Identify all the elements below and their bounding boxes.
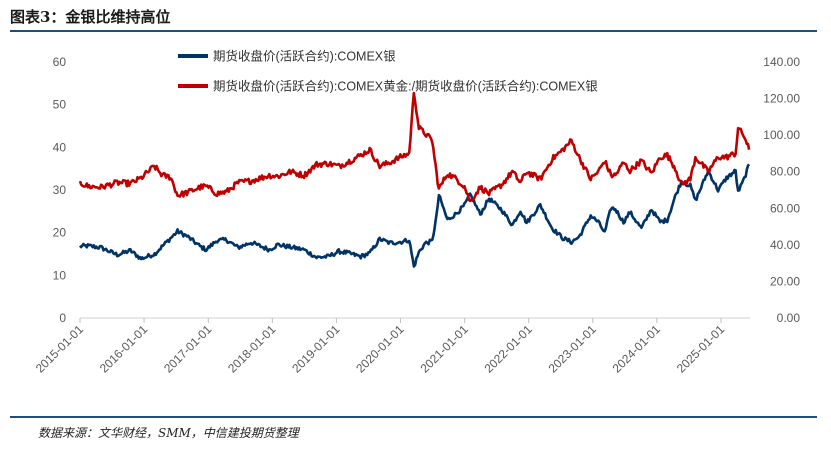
left-tick-label: 30 (53, 183, 67, 197)
bottom-rule (10, 416, 817, 418)
x-tick-label: 2019-01-01 (289, 322, 343, 376)
x-tick-label: 2021-01-01 (417, 322, 471, 376)
x-tick-label: 2020-01-01 (353, 322, 407, 376)
x-tick-label: 2023-01-01 (546, 322, 600, 376)
left-tick-label: 60 (53, 55, 67, 69)
top-rule (10, 30, 817, 32)
source-note: 数据来源：文华财经，SMM，中信建投期货整理 (38, 426, 299, 440)
right-tick-label: 120.00 (763, 92, 800, 106)
right-tick-label: 60.00 (770, 201, 800, 215)
x-tick-label: 2015-01-01 (33, 322, 87, 376)
left-tick-label: 10 (53, 268, 67, 282)
legend-label: 期货收盘价(活跃合约):COMEX黄金:/期货收盘价(活跃合约):COMEX银 (213, 79, 598, 94)
left-tick-label: 50 (53, 98, 67, 112)
left-tick-label: 0 (59, 311, 66, 325)
figure-title: 图表3：金银比维持高位 (10, 8, 171, 26)
x-tick-label: 2022-01-01 (482, 322, 536, 376)
plot-area (78, 91, 751, 268)
legend: 期货收盘价(活跃合约):COMEX银期货收盘价(活跃合约):COMEX黄金:/期… (178, 49, 598, 94)
x-tick-label: 2018-01-01 (225, 322, 279, 376)
gold-silver-ratio-line (78, 91, 751, 203)
right-tick-label: 140.00 (763, 55, 800, 69)
right-tick-label: 100.00 (763, 128, 800, 142)
left-tick-label: 40 (53, 140, 67, 154)
x-tick-label: 2025-01-01 (674, 322, 728, 376)
x-tick-label: 2016-01-01 (97, 322, 151, 376)
right-tick-label: 80.00 (770, 165, 800, 179)
right-tick-label: 40.00 (770, 238, 800, 252)
right-tick-label: 20.00 (770, 274, 800, 288)
x-tick-label: 2024-01-01 (610, 322, 664, 376)
silver-price-line (78, 163, 751, 268)
chart: 期货收盘价(活跃合约):COMEX银期货收盘价(活跃合约):COMEX黄金:/期… (33, 49, 801, 376)
legend-label: 期货收盘价(活跃合约):COMEX银 (213, 49, 396, 64)
x-tick-label: 2017-01-01 (161, 322, 215, 376)
left-tick-label: 20 (53, 226, 67, 240)
right-tick-label: 0.00 (777, 311, 801, 325)
